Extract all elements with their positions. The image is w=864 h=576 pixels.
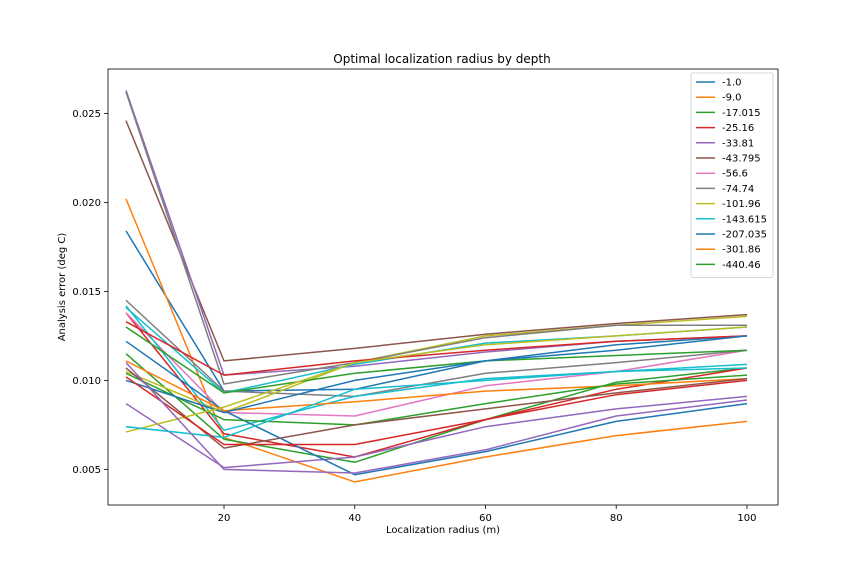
- legend-label: -440.46: [722, 260, 761, 271]
- series-line-15: [125, 91, 747, 385]
- series-line-14: [125, 90, 748, 376]
- series-line-3: [125, 353, 748, 464]
- legend-label: -207.035: [722, 230, 767, 241]
- series-line-17: [125, 321, 748, 376]
- legend-box: [690, 72, 774, 279]
- series-line-13: [125, 372, 748, 426]
- legend-label: -33.81: [722, 138, 754, 149]
- legend-label: -1.0: [722, 78, 742, 89]
- legend-label: -9.0: [722, 93, 742, 104]
- series-line-9: [125, 315, 748, 414]
- y-tick-label: 0.010: [72, 376, 101, 387]
- series-line-23: [125, 376, 748, 446]
- x-tick-label: 80: [610, 513, 623, 524]
- legend-label: -143.615: [722, 214, 767, 225]
- legend-label: -56.6: [722, 169, 748, 180]
- x-tick-label: 20: [218, 513, 231, 524]
- y-tick-label: 0.025: [72, 109, 101, 120]
- series-lines: [125, 90, 748, 483]
- x-axis-label: Localization radius (m): [386, 525, 500, 536]
- series-line-21: [125, 326, 748, 433]
- y-axis-ticks: 0.005 0.010 0.015 0.020 0.025: [72, 109, 108, 476]
- x-tick-label: 40: [348, 513, 361, 524]
- series-line-7: [125, 312, 748, 417]
- legend-label: -74.74: [722, 184, 754, 195]
- series-line-19: [125, 367, 748, 449]
- legend-label: -43.795: [722, 154, 761, 165]
- legend-label: -25.16: [722, 123, 754, 134]
- series-line-22: [125, 367, 748, 439]
- y-tick-label: 0.005: [72, 465, 101, 476]
- y-tick-label: 0.015: [72, 287, 101, 298]
- x-tick-label: 100: [737, 513, 756, 524]
- series-line-24: [125, 362, 748, 474]
- legend-label: -301.86: [722, 245, 761, 256]
- legend: -1.0 -9.0 -17.015 -25.16 -33.81 -43.795 -56.6 -…: [690, 72, 774, 279]
- series-line-4: [125, 312, 748, 458]
- series-line-12: [125, 360, 748, 412]
- series-line-6: [125, 120, 748, 362]
- series-line-20: [125, 335, 748, 414]
- x-tick-label: 60: [479, 513, 492, 524]
- series-line-5: [125, 395, 748, 469]
- series-line-11: [125, 340, 748, 476]
- chart-title: Optimal localization radius by depth: [333, 52, 550, 66]
- series-line-18: [125, 326, 748, 394]
- y-tick-label: 0.020: [72, 198, 101, 209]
- plot-area-frame: [107, 68, 779, 506]
- x-axis-ticks: 20 40 60 80 100: [218, 505, 756, 524]
- series-line-2: [125, 198, 748, 483]
- legend-label: -101.96: [722, 199, 761, 210]
- legend-label: -17.015: [722, 108, 761, 119]
- series-line-1: [125, 230, 748, 392]
- y-axis-label: Analysis error (deg C): [57, 233, 68, 342]
